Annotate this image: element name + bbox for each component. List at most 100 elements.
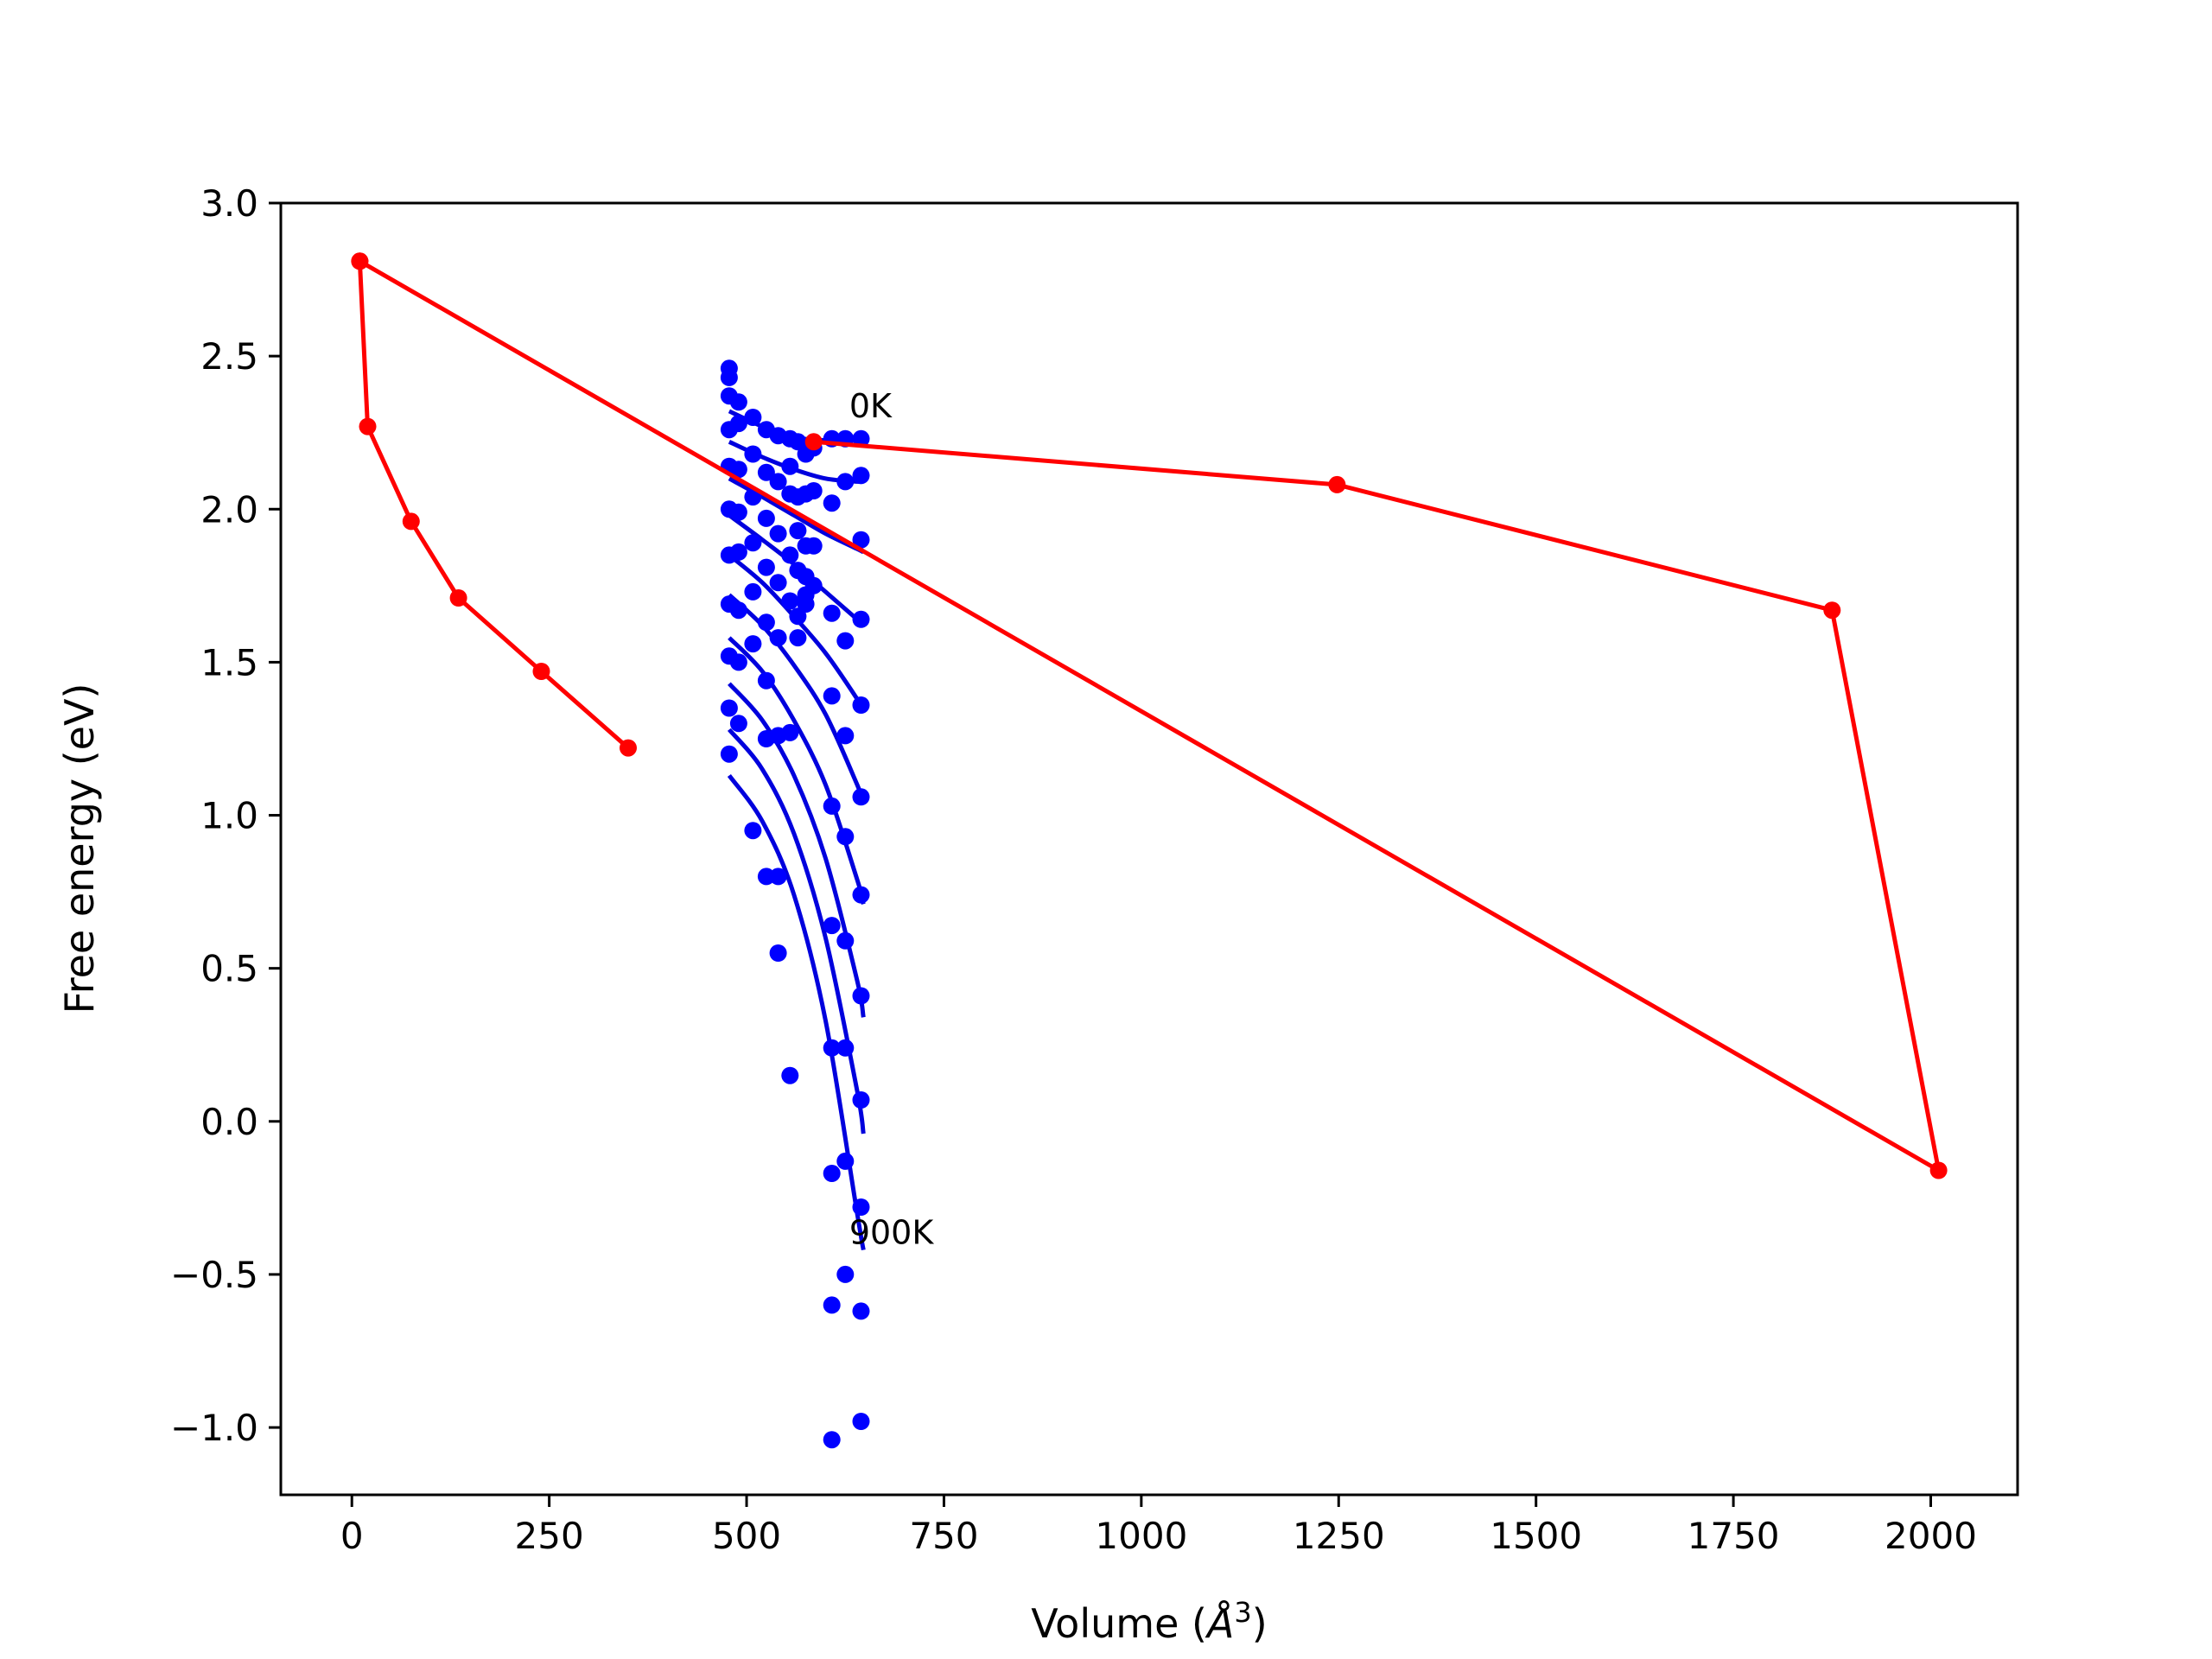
scatter-point <box>852 610 870 628</box>
scatter-point <box>797 595 815 613</box>
fit-curve-7 <box>728 682 866 1018</box>
y-axis-label: Free energy (eV) <box>56 683 103 1014</box>
x-tick-label: 250 <box>515 1515 584 1557</box>
scatter-point <box>836 1265 855 1283</box>
scatter-point <box>836 473 855 491</box>
path-marker <box>1929 1161 1948 1179</box>
x-tick-label: 1000 <box>1095 1515 1187 1557</box>
scatter-point <box>823 604 841 622</box>
scatter-point <box>789 522 807 540</box>
y-tick-label: 2.0 <box>200 488 258 531</box>
scatter-point <box>744 822 762 840</box>
x-tick-label: 0 <box>340 1515 364 1557</box>
path-marker <box>532 663 550 680</box>
scatter-point <box>729 715 747 733</box>
scatter-point <box>729 543 747 561</box>
scatter-point <box>720 699 738 717</box>
x-tick-label: 750 <box>909 1515 978 1557</box>
scatter-point <box>769 524 787 543</box>
scatter-point <box>769 473 787 491</box>
x-tick-label: 1500 <box>1490 1515 1582 1557</box>
scatter-point <box>744 534 762 552</box>
scatter-point <box>823 1165 841 1182</box>
y-tick-label: −0.5 <box>170 1254 258 1296</box>
fit-curve-8 <box>727 728 866 1135</box>
path-marker <box>402 512 420 531</box>
scatter-point <box>852 1091 870 1109</box>
scatter-point <box>852 467 870 485</box>
scatter-point <box>781 723 799 741</box>
scatter-point <box>823 1296 841 1314</box>
scatter-point <box>836 931 855 950</box>
scatter-point <box>804 482 823 499</box>
scatter-point <box>823 1431 841 1449</box>
scatter-point <box>757 509 775 527</box>
scatter-point <box>729 415 747 433</box>
y-axis-ticks: −1.0 −0.5 0.0 0.5 1.0 1.5 2.0 2.5 3.0 <box>170 182 281 1449</box>
path-line-0 <box>357 261 630 750</box>
scatter-point <box>852 696 870 714</box>
scatter-point <box>789 433 807 451</box>
fit-curve-5 <box>728 593 866 804</box>
scatter-point <box>720 745 738 763</box>
y-tick-label: 0.5 <box>200 948 258 990</box>
x-tick-label: 1250 <box>1293 1515 1385 1557</box>
x-tick-label: 2000 <box>1885 1515 1977 1557</box>
scatter-point <box>757 671 775 690</box>
path-marker <box>620 739 637 757</box>
scatter-point <box>823 1039 841 1057</box>
scatter-point <box>804 576 823 594</box>
y-tick-label: −1.0 <box>170 1407 258 1449</box>
y-tick-label: 1.0 <box>200 795 258 837</box>
scatter-point <box>852 429 870 448</box>
x-tick-label: 1750 <box>1688 1515 1780 1557</box>
scatter-point <box>836 632 855 650</box>
scatter-point <box>823 917 841 935</box>
scatter-point <box>823 687 841 705</box>
annotations: 0K 900K <box>849 387 935 1252</box>
scatter-point <box>852 531 870 549</box>
path-marker <box>1823 601 1841 620</box>
fit-curve-6 <box>728 636 866 905</box>
annotation-label: 0K <box>849 387 893 425</box>
scatter-point <box>744 488 762 506</box>
scatter-point <box>729 503 747 521</box>
scatter-point <box>744 409 762 426</box>
scatter-point <box>836 727 855 745</box>
y-tick-label: 3.0 <box>200 182 258 225</box>
scatter-point <box>789 607 807 626</box>
scatter-point <box>729 393 747 411</box>
x-axis-label: Volume (Å3) <box>1031 1596 1267 1647</box>
scatter-point <box>804 537 823 555</box>
scatter-point <box>769 868 787 886</box>
path-marker <box>449 589 467 607</box>
scatter-point <box>836 828 855 846</box>
scatter-point <box>744 445 762 463</box>
scatter-point <box>781 457 799 475</box>
x-tick-label: 500 <box>712 1515 781 1557</box>
scatter-point <box>769 944 787 962</box>
plot-frame <box>279 201 2019 1497</box>
scatter-point <box>729 601 747 620</box>
scatter-point <box>836 1039 855 1057</box>
path-marker <box>359 417 377 435</box>
path-series <box>351 252 1948 1179</box>
scatter-point <box>729 653 747 671</box>
scatter-point <box>823 494 841 512</box>
scatter-point <box>744 635 762 653</box>
scatter-point <box>769 629 787 647</box>
path-marker <box>1328 475 1346 493</box>
scatter-point <box>757 463 775 481</box>
scatter-point <box>852 1413 870 1430</box>
scatter-point <box>781 592 799 610</box>
y-tick-label: 0.0 <box>200 1101 258 1143</box>
scatter-point <box>757 868 775 886</box>
scatter-point <box>781 1066 799 1084</box>
y-tick-label: 1.5 <box>200 641 258 683</box>
y-tick-label: 2.5 <box>200 335 258 378</box>
scatter-point <box>757 558 775 576</box>
path-marker <box>351 252 369 270</box>
x-axis-ticks: 0 250 500 750 1000 1250 1500 1750 2000 <box>340 1495 1977 1557</box>
scatter-point <box>823 797 841 815</box>
